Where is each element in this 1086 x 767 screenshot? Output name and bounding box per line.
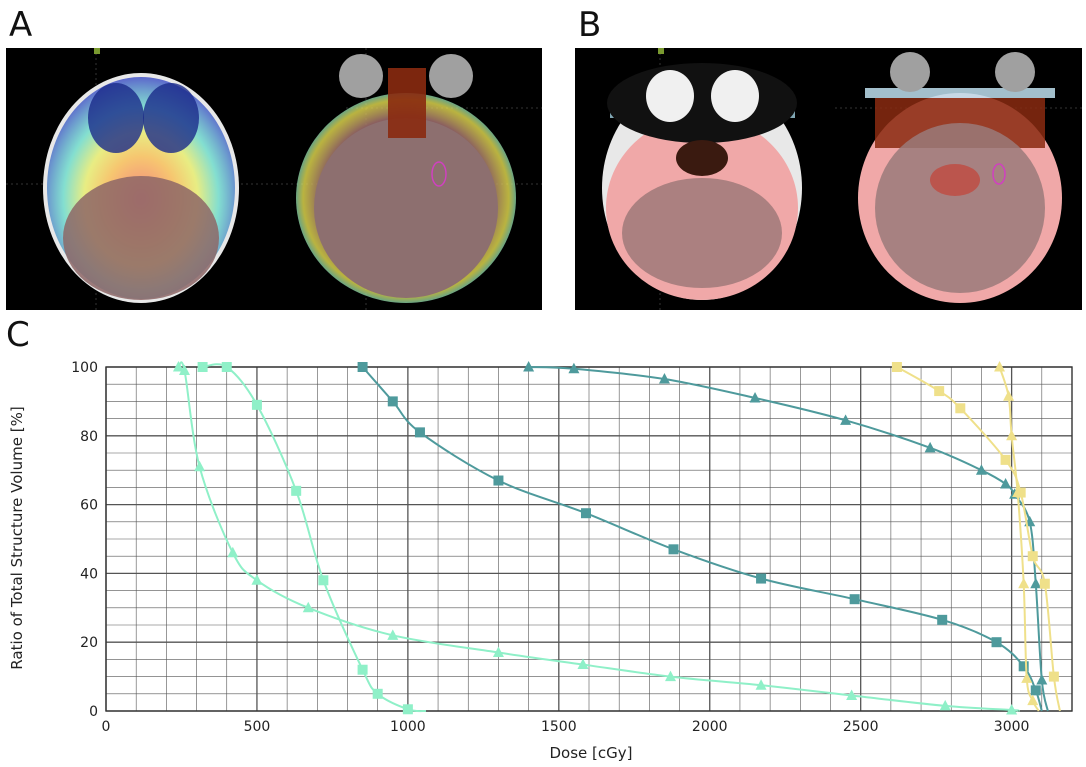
x-tick-label: 2000 <box>692 719 728 735</box>
triangle-marker <box>568 362 580 374</box>
square-marker <box>357 362 368 372</box>
triangle-marker <box>1027 694 1039 706</box>
square-marker <box>849 594 860 605</box>
square-marker <box>756 573 767 584</box>
triangle-marker <box>523 361 535 372</box>
x-tick-label: 0 <box>102 719 111 735</box>
ct-dose-panel-a <box>6 48 542 310</box>
triangle-marker <box>840 414 852 425</box>
square-marker <box>197 362 208 372</box>
square-marker <box>1027 551 1038 562</box>
triangle-marker <box>387 629 399 640</box>
square-marker <box>372 688 383 699</box>
square-marker <box>937 614 948 625</box>
triangle-marker <box>194 460 206 472</box>
square-marker <box>580 508 591 519</box>
y-axis-title: Ratio of Total Structure Volume [%] <box>8 406 26 669</box>
square-marker <box>991 637 1002 648</box>
triangle-marker <box>749 391 761 403</box>
square-marker <box>1030 685 1041 696</box>
triangle-marker <box>492 646 504 658</box>
ct-dose-panel-b <box>575 48 1082 310</box>
ct-dose-images-b <box>602 48 1082 310</box>
ct-dose-images-a <box>6 48 542 310</box>
triangle-marker <box>665 670 677 682</box>
square-marker <box>221 362 232 372</box>
square-marker <box>493 475 504 486</box>
x-tick-label: 2500 <box>843 719 879 735</box>
triangle-marker <box>755 679 767 690</box>
square-marker <box>1039 578 1050 589</box>
chart-ticks: 0 500 1000 1500 2000 2500 3000 0 20 40 60 80 100 <box>71 360 1029 735</box>
y-tick-label: 40 <box>80 566 98 582</box>
triangle-marker <box>1006 703 1018 715</box>
triangle-marker <box>178 364 190 375</box>
y-tick-label: 60 <box>80 498 98 514</box>
square-marker <box>291 485 302 496</box>
panel-label-a: A <box>9 5 33 45</box>
chart-series <box>172 361 1061 715</box>
chart-grid <box>105 366 1073 712</box>
triangle-marker <box>1030 577 1042 589</box>
square-marker <box>318 575 329 586</box>
triangle-marker <box>1006 429 1018 441</box>
square-marker <box>1048 671 1059 682</box>
square-marker <box>668 544 679 555</box>
triangle-marker <box>577 658 589 670</box>
triangle-marker <box>227 546 239 558</box>
triangle-marker <box>1018 577 1030 589</box>
panel-label-b: B <box>578 5 602 45</box>
triangle-marker <box>251 574 263 585</box>
triangle-marker <box>994 361 1006 372</box>
square-marker <box>934 386 945 397</box>
plot-frame <box>105 366 1073 712</box>
square-marker <box>414 427 425 438</box>
square-marker <box>357 664 368 675</box>
square-marker <box>891 362 902 372</box>
series-line-2 <box>177 361 1020 712</box>
panel-label-c: C <box>6 315 30 355</box>
triangle-marker <box>1003 390 1015 401</box>
x-axis-title: Dose [cGy] <box>550 744 633 762</box>
y-tick-label: 100 <box>71 360 98 376</box>
square-marker <box>387 396 398 407</box>
triangle-marker <box>924 441 936 453</box>
square-marker <box>955 403 966 414</box>
triangle-marker <box>172 361 184 372</box>
y-tick-label: 20 <box>80 635 98 651</box>
y-tick-label: 0 <box>89 704 98 720</box>
square-marker <box>251 399 262 410</box>
square-marker <box>1000 454 1011 465</box>
triangle-marker <box>1021 672 1033 683</box>
series-line-1 <box>202 363 427 713</box>
x-tick-label: 1000 <box>390 719 426 735</box>
triangle-marker <box>1000 477 1012 489</box>
square-marker <box>1018 661 1029 672</box>
triangle-marker <box>302 601 314 613</box>
x-tick-label: 1500 <box>541 719 577 735</box>
triangle-marker <box>975 464 987 475</box>
triangle-marker <box>1036 674 1048 685</box>
triangle-marker <box>658 373 670 384</box>
triangle-marker <box>846 689 858 701</box>
y-tick-label: 80 <box>80 429 98 445</box>
x-tick-label: 500 <box>244 719 271 735</box>
x-tick-label: 3000 <box>994 719 1030 735</box>
triangle-marker <box>939 699 951 711</box>
triangle-marker <box>1012 486 1024 498</box>
square-marker <box>402 704 413 715</box>
